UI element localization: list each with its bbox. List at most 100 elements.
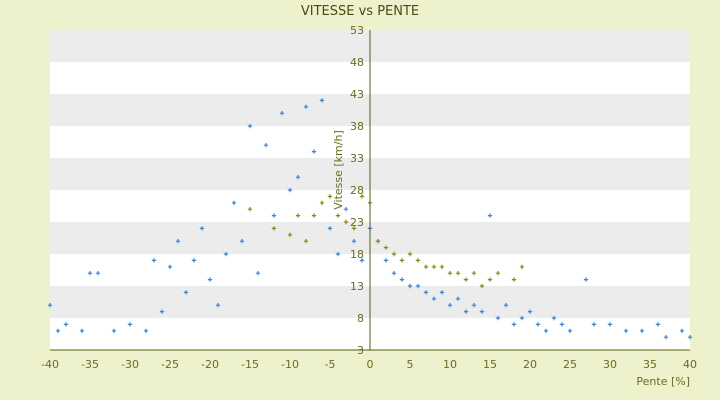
x-axis-ticks: -40 -35 -30 -25 -20 -15 -10 -5 0 5 10 15 20 25 30 35 40 <box>41 358 697 371</box>
data-point-primary <box>167 264 173 269</box>
data-point-primary <box>159 309 165 314</box>
data-point-primary <box>399 277 405 282</box>
data-point-primary <box>63 322 69 327</box>
data-point-secondary <box>247 207 253 212</box>
data-point-primary <box>383 258 389 263</box>
data-point-primary <box>567 328 573 333</box>
data-point-primary <box>455 296 461 301</box>
y-tick-label: 33 <box>350 152 364 165</box>
data-point-secondary <box>391 251 397 257</box>
data-point-primary <box>351 239 357 244</box>
data-point-primary <box>111 328 117 333</box>
y-axis-label: Vitesse [km/h] <box>332 130 345 210</box>
x-tick-label: -30 <box>121 358 139 371</box>
y-tick-label: 23 <box>350 216 364 229</box>
data-point-secondary <box>287 232 293 237</box>
data-point-primary <box>639 328 645 333</box>
data-point-primary <box>359 258 365 263</box>
y-tick-label: 53 <box>350 24 364 37</box>
x-tick-label: -40 <box>41 358 59 371</box>
data-point-primary <box>487 213 493 218</box>
data-point-primary <box>223 251 229 257</box>
x-tick-label: 0 <box>367 358 374 371</box>
data-point-primary <box>663 335 669 340</box>
data-point-primary <box>263 143 269 148</box>
data-point-primary <box>55 328 61 333</box>
data-point-secondary <box>447 271 453 276</box>
data-point-secondary <box>423 264 429 269</box>
data-point-secondary <box>351 226 357 231</box>
data-point-primary <box>183 290 189 295</box>
data-point-primary <box>391 271 397 276</box>
data-point-primary <box>279 111 285 116</box>
data-point-primary <box>503 303 509 308</box>
x-tick-label: 10 <box>443 358 457 371</box>
data-point-secondary <box>303 239 309 244</box>
x-tick-label: -5 <box>325 358 336 371</box>
y-tick-label: 13 <box>350 280 364 293</box>
x-tick-label: 20 <box>523 358 537 371</box>
y-tick-label: 28 <box>350 184 364 197</box>
data-point-secondary <box>479 283 485 289</box>
data-point-secondary <box>335 213 341 218</box>
data-point-secondary <box>399 258 405 263</box>
data-point-secondary <box>295 213 301 218</box>
data-point-primary <box>151 258 157 263</box>
data-point-primary <box>207 277 213 282</box>
data-point-primary <box>423 290 429 295</box>
data-point-primary <box>543 328 549 333</box>
data-point-primary <box>79 328 85 333</box>
y-tick-label: 3 <box>357 344 364 357</box>
data-point-secondary <box>463 277 469 282</box>
data-point-secondary <box>271 226 277 231</box>
data-point-primary <box>447 303 453 308</box>
data-point-secondary <box>519 264 525 269</box>
data-point-primary <box>495 315 501 321</box>
data-point-primary <box>431 296 437 301</box>
data-point-primary <box>303 104 309 109</box>
data-point-secondary <box>431 264 437 269</box>
data-point-primary <box>127 322 133 327</box>
data-point-primary <box>439 290 445 295</box>
y-tick-label: 48 <box>350 56 364 69</box>
data-point-primary <box>679 328 685 333</box>
data-point-primary <box>175 239 181 244</box>
data-point-primary <box>415 283 421 289</box>
data-point-primary <box>623 328 629 333</box>
y-tick-label: 18 <box>350 248 364 261</box>
data-point-primary <box>511 322 517 327</box>
data-point-primary <box>287 187 293 193</box>
chart-title: VITESSE vs PENTE <box>301 4 419 19</box>
data-point-primary <box>143 328 149 333</box>
data-point-primary <box>231 200 237 205</box>
data-point-primary <box>559 322 565 327</box>
x-tick-label: 35 <box>643 358 657 371</box>
x-axis-label: Pente [%] <box>636 375 690 388</box>
data-point-primary <box>255 271 261 276</box>
data-point-primary <box>271 213 277 218</box>
x-tick-label: 30 <box>603 358 617 371</box>
x-tick-label: -15 <box>241 358 259 371</box>
data-point-primary <box>551 315 557 321</box>
data-point-secondary <box>407 251 413 257</box>
data-point-secondary <box>319 200 325 205</box>
data-point-primary <box>607 322 613 327</box>
data-point-secondary <box>471 271 477 276</box>
data-point-primary <box>687 335 693 340</box>
x-tick-label: -25 <box>161 358 179 371</box>
y-tick-label: 43 <box>350 88 364 101</box>
data-point-secondary <box>359 194 365 199</box>
y-tick-label: 8 <box>357 312 364 325</box>
data-point-primary <box>311 149 317 154</box>
data-point-primary <box>591 322 597 327</box>
data-point-primary <box>47 303 53 308</box>
data-point-secondary <box>495 271 501 276</box>
data-point-primary <box>583 277 589 282</box>
data-point-primary <box>295 175 301 180</box>
x-tick-label: 40 <box>683 358 697 371</box>
data-point-primary <box>471 303 477 308</box>
x-tick-label: -20 <box>201 358 219 371</box>
